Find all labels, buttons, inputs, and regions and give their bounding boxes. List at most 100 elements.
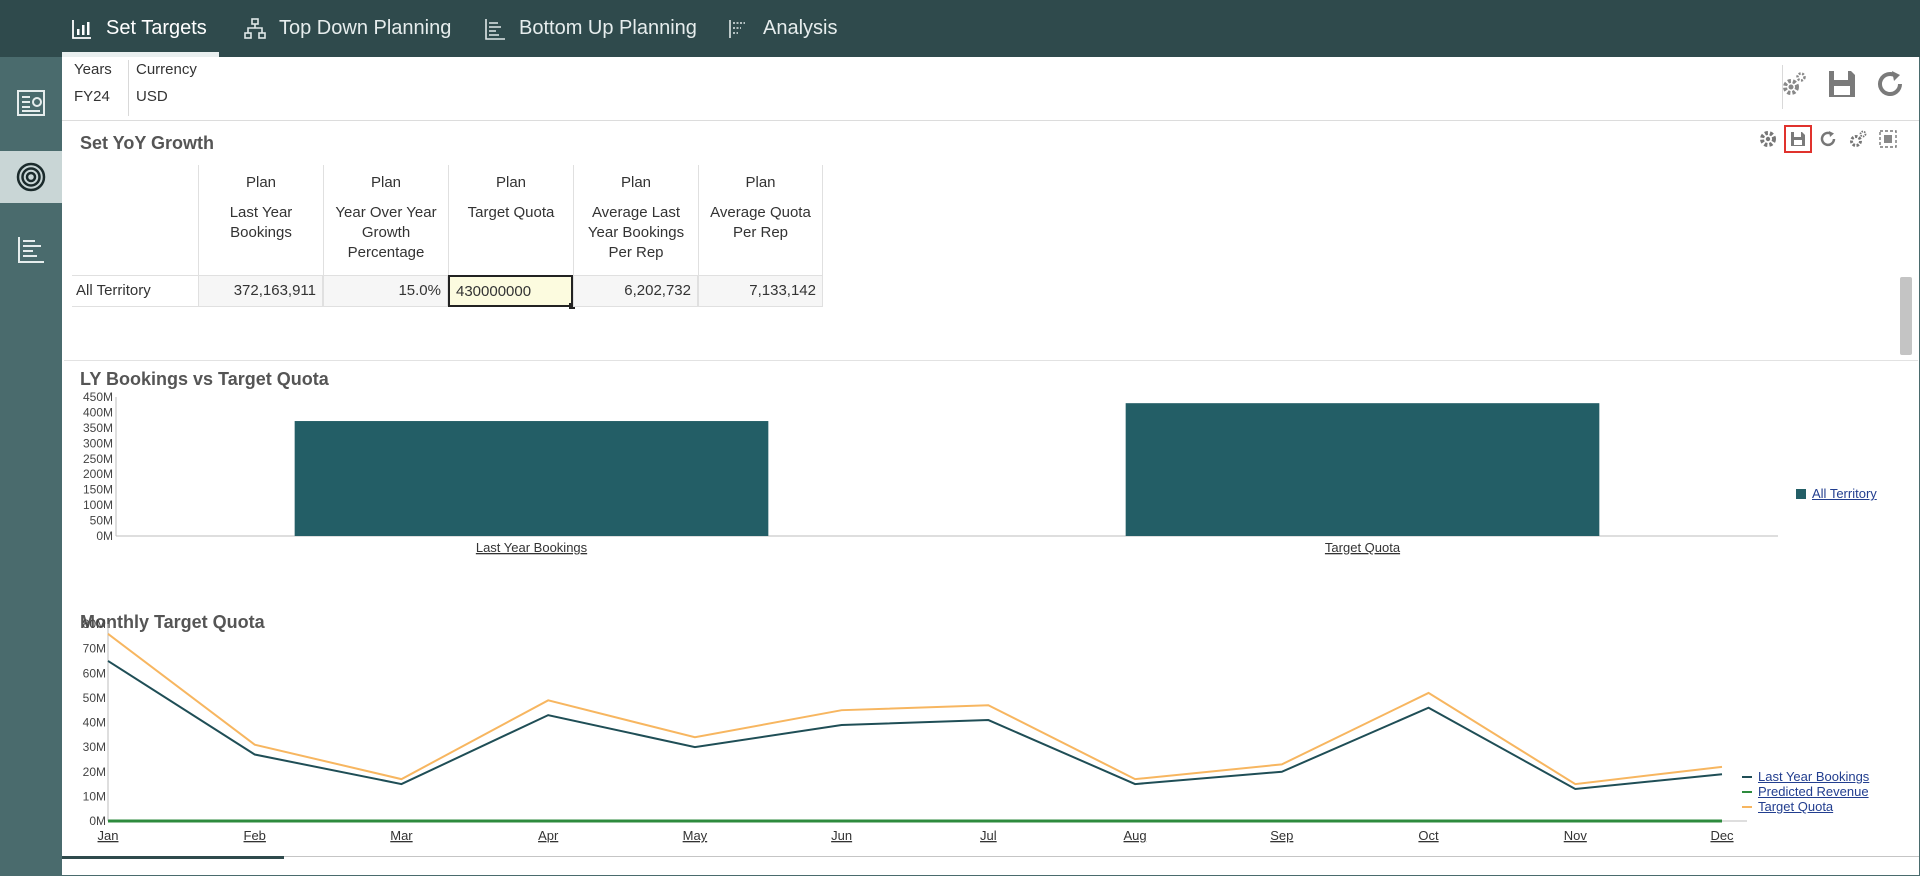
save-button[interactable] (1825, 67, 1859, 101)
row-header-all-territory[interactable]: All Territory (72, 275, 198, 307)
divider (62, 856, 1919, 857)
bottom-tab-strip (62, 856, 1919, 876)
x-tick-label: Oct (1418, 828, 1439, 843)
y-tick-label: 50M (83, 691, 106, 705)
x-tick-label: Sep (1270, 828, 1293, 843)
cell-target-quota-input[interactable]: 430000000 (448, 275, 575, 309)
column-header[interactable]: Plan Average Last Year Bookings Per Rep (573, 165, 698, 275)
content-panel: Years FY24 Currency USD Set YoY Growth (62, 57, 1919, 875)
column-scenario: Plan (745, 174, 776, 191)
line-chart: 0M 10M 20M 30M 40M 50M 60M 70M 80M Jan Feb Mar Apr Ma… (83, 617, 1747, 843)
column-header[interactable]: Plan Target Quota (448, 165, 573, 275)
column-scenario: Plan (370, 174, 402, 191)
y-tick-label: 350M (83, 421, 113, 435)
tab-label: Analysis (763, 17, 838, 39)
bar-chart-icon (72, 19, 91, 39)
legend-item[interactable]: Last Year Bookings (1742, 769, 1869, 784)
gears-button[interactable] (1777, 67, 1811, 101)
cell-avg-quota-per-rep[interactable]: 7,133,142 (698, 275, 823, 307)
dashboard-icon (17, 90, 45, 116)
tab-analysis[interactable]: Analysis (727, 0, 837, 57)
refresh-button[interactable] (1873, 67, 1907, 101)
yoy-growth-panel: Set YoY Growth Plan Last Year Bookings (64, 125, 1918, 361)
column-scenario: Plan (620, 174, 652, 191)
panel-title: Set YoY Growth (80, 133, 215, 153)
list-chart-icon (485, 18, 505, 40)
line-chart-legend: Last Year Bookings Predicted Revenue Tar… (1742, 769, 1869, 814)
pov-toolbar (1777, 67, 1907, 101)
column-measure: Target Quota (467, 204, 555, 221)
tab-label: Top Down Planning (279, 17, 452, 39)
y-tick-label: 150M (83, 483, 113, 497)
x-tick-label: Jun (831, 828, 852, 843)
pov-divider (1782, 65, 1783, 109)
y-tick-label: 400M (83, 405, 113, 419)
legend-label[interactable]: Target Quota (1758, 799, 1834, 814)
pov-years-value[interactable]: FY24 (74, 88, 110, 105)
rail-item-targets[interactable] (0, 151, 62, 203)
refresh-icon (1820, 131, 1836, 147)
legend-swatch (1796, 488, 1806, 499)
legend-label[interactable]: Last Year Bookings (1758, 769, 1870, 784)
bar (294, 421, 769, 536)
y-tick-label: 0M (96, 529, 113, 543)
settings-button[interactable] (1756, 127, 1780, 151)
pov-separator (128, 60, 129, 116)
y-tick-label: 20M (83, 765, 106, 779)
y-tick-label: 40M (83, 716, 106, 730)
y-tick-label: 10M (83, 789, 106, 803)
tab-set-targets[interactable]: Set Targets (62, 0, 219, 57)
legend-item[interactable]: Target Quota (1742, 799, 1869, 814)
cell-avg-last-year-bookings[interactable]: 6,202,732 (573, 275, 698, 307)
top-navigation: Set Targets Top Down Planning Bottom Up … (0, 0, 1920, 57)
y-tick-label: 0M (89, 814, 106, 828)
legend-label[interactable]: All Territory (1812, 486, 1877, 501)
legend-label[interactable]: Predicted Revenue (1758, 784, 1869, 799)
vertical-scrollbar[interactable] (1900, 277, 1912, 355)
tab-top-down-planning[interactable]: Top Down Planning (243, 0, 451, 57)
bottom-tab-active[interactable] (62, 856, 284, 859)
column-measure: Year Over Year Growth Percentage (335, 204, 437, 261)
cell-last-year-bookings[interactable]: 372,163,911 (198, 275, 323, 307)
column-measure: Average Last Year Bookings Per Rep (587, 204, 685, 261)
column-header[interactable]: Plan Average Quota Per Rep (698, 165, 823, 275)
line-chart-panel: Monthly Target Quota 0M 10M 20M 30M 40M 50M 60… (62, 612, 1919, 874)
maximize-button[interactable] (1876, 127, 1900, 151)
pov-bar: Years FY24 Currency USD (62, 57, 1919, 121)
legend-item[interactable]: Predicted Revenue (1742, 784, 1869, 799)
cell-yoy-growth[interactable]: 15.0% (323, 275, 448, 307)
x-tick-label: Target Quota (1325, 540, 1401, 555)
y-tick-label: 250M (83, 452, 113, 466)
y-tick-label: 70M (83, 642, 106, 656)
column-header[interactable]: Plan Year Over Year Growth Percentage (323, 165, 448, 275)
tab-label: Set Targets (106, 17, 207, 39)
tab-bottom-up-planning[interactable]: Bottom Up Planning (483, 0, 697, 57)
y-tick-label: 30M (83, 740, 106, 754)
hierarchy-icon (244, 17, 266, 39)
chart-title: LY Bookings vs Target Quota (80, 369, 329, 389)
save-icon (1791, 132, 1805, 146)
x-tick-label: Last Year Bookings (476, 540, 588, 555)
tab-label: Bottom Up Planning (519, 17, 697, 39)
legend-swatch (1742, 790, 1752, 793)
refresh-grid-button[interactable] (1816, 127, 1840, 151)
analysis-icon (729, 19, 745, 38)
legend-item[interactable]: All Territory (1796, 486, 1877, 501)
actions-button[interactable] (1846, 127, 1870, 151)
series-line-target-quota (107, 633, 1723, 786)
x-tick-label: Mar (390, 828, 413, 843)
column-scenario: Plan (245, 174, 277, 191)
rail-item-dashboard[interactable] (0, 77, 62, 129)
pov-currency-value[interactable]: USD (136, 88, 168, 105)
column-header[interactable]: Plan Last Year Bookings (198, 165, 323, 275)
x-tick-label: Feb (244, 828, 266, 843)
actions-icon (1850, 130, 1867, 147)
y-tick-label: 60M (83, 666, 106, 680)
column-measure: Average Quota Per Rep (710, 204, 811, 241)
left-rail (0, 57, 62, 876)
save-grid-button[interactable] (1784, 125, 1812, 153)
rail-item-hierarchy[interactable] (0, 223, 62, 275)
y-tick-label: 50M (90, 514, 113, 528)
y-tick-label: 200M (83, 467, 113, 481)
save-icon (1829, 71, 1855, 97)
